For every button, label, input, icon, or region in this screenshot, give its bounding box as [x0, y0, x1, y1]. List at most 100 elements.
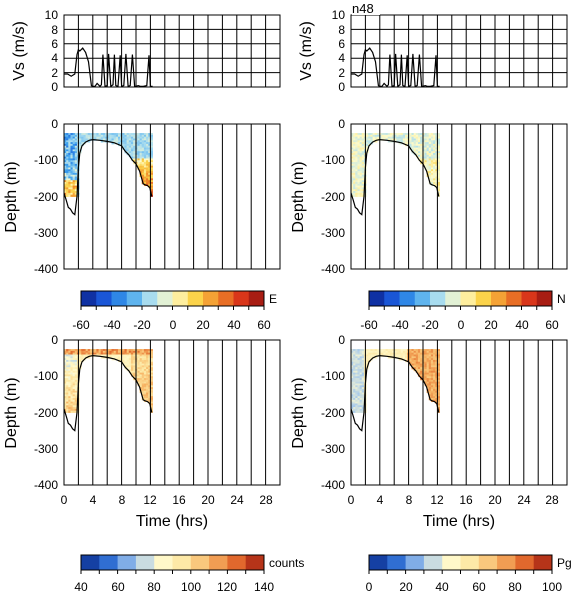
heatmap-cell — [426, 372, 430, 375]
heatmap-cell — [389, 136, 393, 139]
heatmap-cell — [150, 370, 153, 374]
heatmap-cell — [72, 374, 76, 377]
heatmap-cell — [353, 367, 356, 370]
heatmap-cell — [433, 174, 436, 177]
heatmap-cell — [361, 165, 365, 168]
heatmap-cell — [130, 147, 134, 150]
heatmap-cell — [428, 176, 432, 179]
heatmap-cell — [72, 133, 76, 136]
heatmap-cell — [137, 349, 140, 352]
heatmap-cell — [72, 180, 76, 183]
heatmap-cell — [374, 134, 378, 138]
heatmap-cell — [137, 381, 140, 384]
e-ytick-200: -200 — [34, 190, 58, 204]
heatmap-cell — [357, 363, 361, 366]
heatmap-cell — [96, 349, 99, 352]
heatmap-cell — [74, 151, 78, 154]
heatmap-cell — [74, 369, 78, 372]
heatmap-cell — [148, 178, 151, 181]
heatmap-cell — [430, 385, 434, 388]
heatmap-cell — [359, 394, 363, 397]
heatmap-cell — [417, 365, 421, 368]
heatmap-cell — [424, 354, 427, 357]
heatmap-cell — [74, 350, 78, 354]
heatmap-cell — [357, 169, 361, 172]
heatmap-cell — [426, 378, 430, 381]
heatmap-cell — [70, 379, 74, 383]
annotation-background — [352, 2, 380, 15]
n-grid — [364, 124, 554, 269]
heatmap-cell — [72, 394, 76, 397]
pg-colorbar: Pg 0 20 40 60 80 100 — [366, 554, 572, 592]
heatmap-cell — [122, 143, 125, 147]
heatmap-cell — [435, 383, 438, 386]
heatmap-cell — [146, 151, 149, 154]
heatmap-cell — [143, 356, 147, 359]
heatmap-cell — [351, 361, 354, 364]
heatmap-cell — [351, 145, 354, 148]
n-ytick-100: -100 — [321, 153, 345, 167]
colorbar-swatch — [475, 291, 492, 306]
heatmap-cell — [72, 142, 76, 145]
heatmap-cell — [107, 352, 110, 355]
heatmap-cell — [66, 138, 69, 141]
heatmap-cell — [141, 369, 145, 372]
heatmap-cell — [428, 171, 432, 174]
heatmap-cell — [150, 367, 153, 370]
heatmap-cell — [66, 410, 69, 413]
heatmap-cell — [351, 405, 354, 408]
pg-xtick-24: 24 — [517, 493, 531, 507]
heatmap-cell — [150, 354, 153, 357]
heatmap-cell — [420, 154, 423, 158]
heatmap-cell — [137, 378, 140, 381]
heatmap-cell — [74, 403, 78, 406]
heatmap-cell — [422, 136, 425, 139]
heatmap-cell — [72, 359, 76, 363]
heatmap-cell — [143, 167, 147, 170]
heatmap-cell — [359, 140, 363, 143]
heatmap-cell — [141, 361, 145, 364]
heatmap-cell — [374, 352, 378, 355]
pg-cb-tick-3: 40 — [435, 580, 449, 592]
heatmap-cell — [361, 385, 365, 388]
heatmap-cell — [366, 350, 369, 354]
heatmap-cell — [137, 162, 140, 165]
heatmap-cell — [430, 363, 434, 366]
heatmap-cell — [137, 151, 140, 154]
counts-ytick-400: -400 — [34, 478, 58, 492]
deployment-annotation: n48 — [352, 1, 374, 16]
heatmap-cell — [139, 171, 143, 174]
heatmap-cell — [72, 370, 76, 374]
heatmap-cell — [357, 185, 361, 188]
heatmap-cell — [68, 153, 71, 156]
heatmap-cell — [64, 370, 67, 374]
heatmap-cell — [351, 165, 354, 168]
heatmap-cell — [68, 134, 71, 138]
heatmap-cell — [148, 158, 151, 161]
heatmap-cell — [109, 350, 112, 354]
heatmap-cell — [146, 376, 149, 379]
heatmap-cell — [359, 149, 363, 152]
heatmap-cell — [74, 136, 78, 139]
heatmap-cell — [355, 142, 358, 145]
heatmap-cell — [68, 354, 71, 357]
heatmap-cell — [146, 387, 149, 390]
heatmap-cell — [422, 352, 425, 355]
heatmap-cell — [135, 369, 138, 372]
heatmap-cell — [437, 162, 440, 165]
heatmap-cell — [150, 171, 153, 174]
heatmap-cell — [357, 354, 361, 357]
heatmap-cell — [359, 176, 363, 179]
heatmap-cell — [424, 140, 427, 143]
heatmap-cell — [426, 387, 430, 390]
heatmap-cell — [68, 143, 71, 147]
heatmap-cell — [430, 358, 434, 361]
heatmap-cell — [146, 153, 149, 156]
heatmap-cell — [66, 354, 69, 357]
heatmap-cell — [400, 352, 404, 355]
heatmap-cell — [148, 376, 151, 379]
heatmap-cell — [394, 138, 397, 141]
heatmap-cell — [435, 178, 438, 181]
heatmap-cell — [72, 381, 76, 384]
heatmap-cell — [109, 140, 112, 143]
